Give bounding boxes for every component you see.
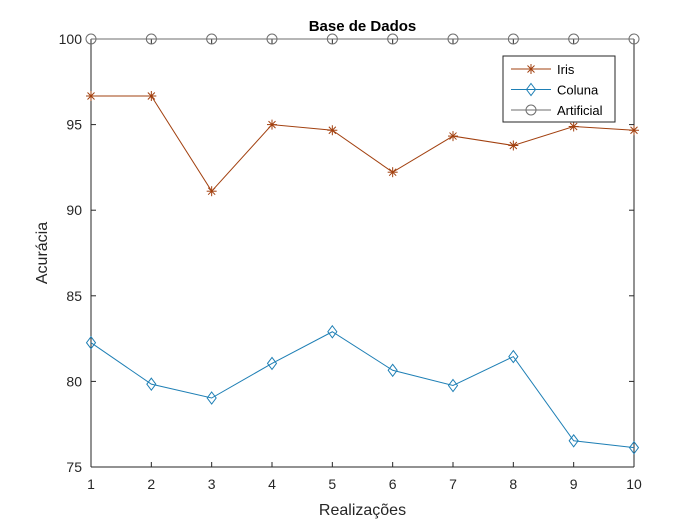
- data-point-artificial: [206, 33, 218, 45]
- data-point-coluna: [508, 349, 519, 364]
- data-point-coluna: [628, 440, 640, 455]
- data-point-artificial: [326, 33, 338, 45]
- y-tick-label: 90: [66, 202, 82, 218]
- y-tick-label: 100: [59, 31, 83, 47]
- data-point-coluna: [146, 377, 157, 391]
- data-point-iris: [508, 140, 519, 151]
- data-point-artificial: [266, 33, 278, 45]
- data-point-artificial: [85, 33, 97, 45]
- asterisk-stroke: [268, 120, 276, 129]
- data-point-coluna: [447, 378, 459, 393]
- data-point-iris: [327, 125, 338, 136]
- x-axis-label: Realizações: [319, 502, 406, 519]
- legend: Iris Coluna Artificial: [502, 55, 616, 123]
- data-point-iris: [387, 167, 398, 178]
- y-tick-label: 75: [66, 459, 82, 475]
- asterisk-stroke: [147, 92, 156, 100]
- y-tick-label: 95: [66, 117, 82, 133]
- x-tick-label: 8: [509, 476, 517, 492]
- y-axis-label: Acurácia: [34, 222, 51, 284]
- series-coluna: [85, 324, 640, 455]
- legend-entry-artificial: Artificial: [511, 103, 603, 118]
- data-point-artificial: [507, 33, 519, 45]
- data-point-iris: [206, 186, 217, 197]
- data-point-iris: [448, 131, 458, 142]
- data-point-artificial: [145, 33, 157, 45]
- data-point-iris: [629, 125, 639, 136]
- legend-label-artificial: Artificial: [557, 103, 603, 118]
- legend-entry-iris: Iris: [511, 62, 575, 77]
- series-layer: [85, 33, 640, 455]
- asterisk-stroke: [509, 141, 518, 150]
- data-point-iris: [86, 91, 96, 102]
- data-point-iris: [146, 91, 157, 102]
- x-tick-label: 3: [208, 476, 216, 492]
- asterisk-stroke: [388, 168, 397, 177]
- asterisk-stroke: [328, 126, 337, 135]
- asterisk-stroke: [207, 187, 216, 196]
- data-point-coluna: [85, 335, 97, 350]
- legend-marker-artificial: [525, 104, 537, 116]
- chart-title: Base de Dados: [309, 18, 417, 35]
- data-point-artificial: [628, 33, 640, 45]
- series-iris: [86, 91, 639, 197]
- x-tick-label: 6: [389, 476, 397, 492]
- asterisk-stroke: [569, 122, 578, 131]
- legend-label-iris: Iris: [557, 62, 575, 77]
- data-point-artificial: [568, 33, 580, 45]
- data-point-artificial: [387, 33, 399, 45]
- data-point-coluna: [327, 324, 338, 339]
- data-point-iris: [568, 121, 579, 132]
- data-point-coluna: [568, 433, 579, 448]
- asterisk-stroke: [630, 126, 638, 135]
- series-artificial: [85, 33, 640, 45]
- data-point-artificial: [447, 33, 459, 45]
- legend-entry-coluna: Coluna: [511, 83, 599, 98]
- data-point-coluna: [206, 391, 217, 405]
- x-tick-label: 4: [268, 476, 276, 492]
- y-tick-label: 80: [66, 373, 82, 389]
- legend-marker-coluna: [525, 82, 537, 97]
- x-tick-label: 2: [147, 476, 155, 492]
- x-tick-label: 1: [87, 476, 95, 492]
- x-tick-label: 7: [449, 476, 457, 492]
- series-line-iris: [91, 95, 635, 193]
- data-point-coluna: [387, 363, 398, 378]
- data-point-iris: [267, 119, 277, 130]
- asterisk-stroke: [449, 132, 457, 140]
- legend-marker-iris: [526, 64, 536, 74]
- y-tick-label: 85: [66, 288, 82, 304]
- series-line-coluna: [90, 331, 635, 449]
- asterisk-stroke: [527, 65, 535, 73]
- legend-label-coluna: Coluna: [557, 83, 599, 98]
- data-point-coluna: [266, 356, 278, 371]
- x-tick-label: 5: [328, 476, 336, 492]
- x-tick-label: 10: [626, 476, 642, 492]
- asterisk-stroke: [87, 92, 95, 100]
- x-tick-label: 9: [570, 476, 578, 492]
